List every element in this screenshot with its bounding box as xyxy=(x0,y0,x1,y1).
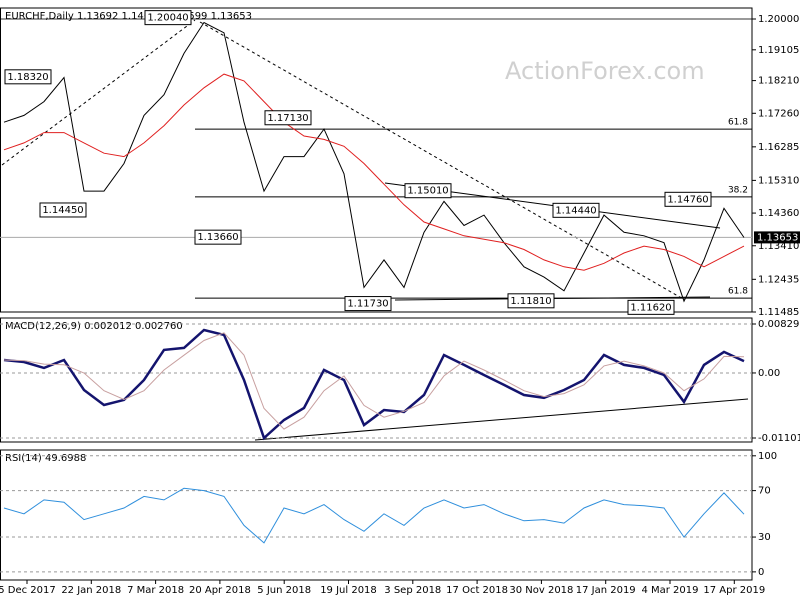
annotation-label: 1.14760 xyxy=(667,194,708,205)
x-tick-label: 22 Jan 2018 xyxy=(61,585,121,596)
y-tick-label: 1.13410 xyxy=(758,241,799,252)
annotation-label: 1.11620 xyxy=(630,302,671,313)
series-line xyxy=(3,332,745,430)
trend-line xyxy=(1,19,196,166)
fib-label: 38.2 xyxy=(728,185,748,195)
x-tick-label: 17 Oct 2018 xyxy=(446,585,508,596)
series-line xyxy=(3,487,745,544)
annotation-box xyxy=(627,299,675,315)
x-tick-label: 20 Apr 2018 xyxy=(189,585,251,596)
y-tick-label: 1.20000 xyxy=(758,14,799,25)
x-tick-label: 4 Mar 2019 xyxy=(641,585,698,596)
x-tick-label: 17 Jan 2019 xyxy=(576,585,636,596)
x-tick-label: 19 Jul 2018 xyxy=(320,585,377,596)
pane-title: RSI(14) 49.6988 xyxy=(5,453,86,464)
y-tick-label: -0.011015 xyxy=(758,433,800,444)
y-tick-label: 1.14360 xyxy=(758,208,799,219)
annotation-label: 1.11810 xyxy=(510,296,551,307)
trend-line xyxy=(254,398,749,441)
y-tick-label: 1.12435 xyxy=(758,274,799,285)
annotation-box xyxy=(404,183,452,199)
series-line xyxy=(3,21,745,303)
x-tick-label: 17 Apr 2019 xyxy=(703,585,765,596)
annotation-box xyxy=(507,293,555,309)
annotation-box xyxy=(39,202,87,218)
y-tick-label: 1.17260 xyxy=(758,108,799,119)
y-tick-label: 0.00 xyxy=(758,368,780,379)
annotation-label: 1.14440 xyxy=(555,205,596,216)
annotation-label: 1.17130 xyxy=(267,113,308,124)
y-tick-label: 0.008292 xyxy=(758,319,800,330)
annotation-box xyxy=(344,296,392,312)
x-tick-label: 7 Mar 2018 xyxy=(127,585,184,596)
fib-label: 61.8 xyxy=(728,287,748,297)
x-tick-label: 5 Jun 2018 xyxy=(257,585,311,596)
current-price-label: 1.13653 xyxy=(757,232,798,243)
y-tick-label: 1.11485 xyxy=(758,307,799,318)
annotation-box xyxy=(194,229,242,245)
y-tick-label: 1.15310 xyxy=(758,175,799,186)
annotation-box xyxy=(552,202,600,218)
annotation-label: 1.11730 xyxy=(347,299,388,310)
pane-frame xyxy=(0,449,753,581)
y-tick-label: 30 xyxy=(758,532,771,543)
annotation-label: 1.14450 xyxy=(42,205,83,216)
y-tick-label: 0 xyxy=(758,567,764,578)
x-tick-label: 3 Sep 2018 xyxy=(384,585,441,596)
series-line xyxy=(3,328,745,441)
x-tick-label: 30 Nov 2018 xyxy=(509,585,573,596)
annotation-label: 1.20040 xyxy=(147,13,188,24)
x-tick-label: 5 Dec 2017 xyxy=(0,585,56,596)
annotation-label: 1.15010 xyxy=(407,186,448,197)
annotation-box xyxy=(144,10,192,26)
watermark: ActionForex.com xyxy=(505,57,705,85)
fib-label: 61.8 xyxy=(728,118,748,128)
pane-frame xyxy=(0,317,753,443)
series-line xyxy=(3,73,745,271)
annotation-label: 1.18320 xyxy=(7,72,48,83)
current-price-box xyxy=(754,231,800,244)
annotation-box xyxy=(4,69,52,85)
y-tick-label: 1.18210 xyxy=(758,76,799,87)
pane-title: EURCHF,Daily 1.13692 1.14093 1.13599 1.1… xyxy=(5,11,252,22)
pane-title: MACD(12,26,9) 0.002012 0.002760 xyxy=(5,321,183,332)
annotation-box xyxy=(664,191,712,207)
y-tick-label: 70 xyxy=(758,486,771,497)
annotation-label: 1.13660 xyxy=(197,232,238,243)
annotation-box xyxy=(264,110,312,126)
pane-frame xyxy=(0,7,753,313)
y-tick-label: 1.19105 xyxy=(758,45,799,56)
y-tick-label: 1.16285 xyxy=(758,142,799,153)
y-tick-label: 100 xyxy=(758,451,777,462)
